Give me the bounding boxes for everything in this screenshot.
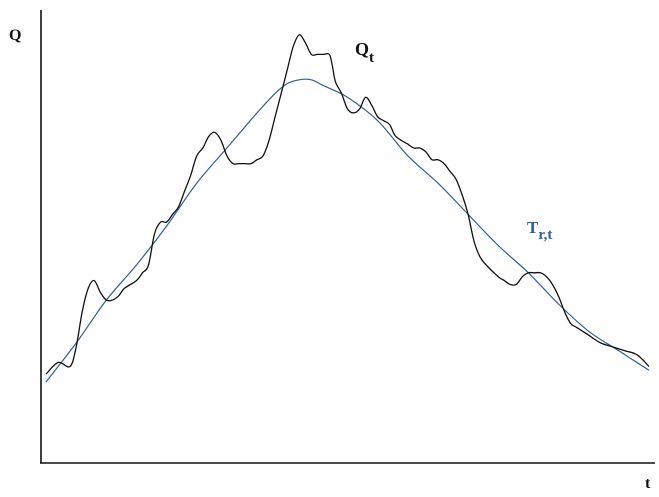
series-label-subscript: t <box>369 50 374 66</box>
series-label-name: T <box>527 218 539 237</box>
x-axis-label: t <box>645 475 651 492</box>
series-label-q-t: Qt <box>355 39 374 66</box>
series-label-name: Q <box>355 39 369 59</box>
series-line-tr-t <box>45 78 650 383</box>
series-label-subscript: r,t <box>538 227 552 243</box>
series-line-q-t <box>45 34 650 375</box>
series-label-tr-t: Tr,t <box>527 218 552 243</box>
y-axis-label: Q <box>9 27 21 44</box>
